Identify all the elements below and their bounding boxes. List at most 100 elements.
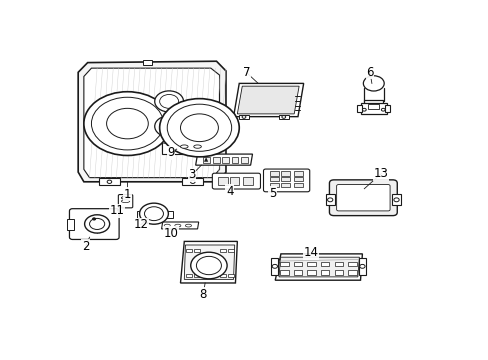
Ellipse shape: [121, 197, 129, 199]
Bar: [325, 194, 334, 205]
Ellipse shape: [175, 224, 181, 227]
Circle shape: [154, 91, 183, 112]
Bar: [280, 176, 289, 181]
Ellipse shape: [164, 224, 170, 227]
Text: 8: 8: [199, 288, 206, 301]
Polygon shape: [195, 154, 252, 165]
FancyBboxPatch shape: [263, 169, 309, 192]
Bar: [385, 105, 389, 112]
Bar: [364, 100, 383, 104]
Circle shape: [381, 108, 385, 111]
Text: 4: 4: [225, 185, 233, 198]
Bar: [161, 133, 186, 154]
Circle shape: [393, 198, 398, 202]
Circle shape: [272, 264, 277, 268]
Bar: [334, 270, 343, 275]
Bar: [186, 274, 192, 278]
Bar: [280, 270, 288, 275]
Circle shape: [281, 116, 285, 118]
Bar: [142, 60, 152, 66]
Text: 9: 9: [167, 146, 174, 159]
Bar: [220, 249, 226, 252]
Text: ▲: ▲: [203, 157, 208, 162]
Text: 1: 1: [123, 188, 131, 201]
Polygon shape: [233, 84, 303, 117]
Polygon shape: [161, 222, 198, 229]
Circle shape: [107, 180, 111, 184]
Bar: [294, 183, 303, 187]
Bar: [193, 274, 200, 278]
Bar: [347, 262, 356, 266]
Bar: [269, 183, 278, 187]
Bar: [193, 249, 200, 252]
Circle shape: [190, 252, 226, 279]
Bar: [218, 177, 227, 185]
Bar: [220, 274, 226, 278]
Polygon shape: [84, 68, 219, 177]
Circle shape: [359, 264, 365, 268]
Polygon shape: [275, 254, 362, 280]
Bar: [367, 104, 379, 109]
Bar: [227, 249, 233, 252]
Bar: [182, 178, 203, 185]
Text: 12: 12: [133, 218, 148, 231]
Bar: [241, 157, 247, 163]
Bar: [203, 157, 210, 163]
Text: 6: 6: [366, 66, 373, 79]
Polygon shape: [237, 86, 299, 114]
Bar: [280, 171, 289, 176]
Bar: [269, 176, 278, 181]
Text: 13: 13: [373, 167, 388, 180]
Bar: [360, 103, 386, 114]
Bar: [293, 262, 302, 266]
Bar: [67, 219, 74, 230]
Ellipse shape: [185, 224, 191, 227]
Circle shape: [180, 114, 218, 141]
Bar: [229, 177, 239, 185]
Circle shape: [190, 180, 195, 184]
Bar: [347, 270, 356, 275]
Bar: [279, 115, 288, 118]
Circle shape: [327, 198, 332, 202]
Bar: [391, 194, 400, 205]
FancyBboxPatch shape: [336, 185, 389, 211]
Bar: [280, 183, 289, 187]
Text: 10: 10: [163, 226, 178, 240]
Circle shape: [167, 104, 231, 151]
Text: 7: 7: [243, 66, 250, 79]
Bar: [321, 270, 329, 275]
Bar: [212, 157, 219, 163]
Bar: [269, 171, 278, 176]
Bar: [293, 270, 302, 275]
FancyBboxPatch shape: [329, 180, 396, 216]
Circle shape: [106, 108, 148, 139]
Bar: [294, 176, 303, 181]
Polygon shape: [279, 257, 359, 277]
Bar: [243, 177, 252, 185]
Text: 2: 2: [82, 240, 89, 253]
Bar: [137, 211, 173, 218]
Ellipse shape: [193, 145, 201, 148]
Circle shape: [84, 215, 109, 233]
Circle shape: [89, 219, 104, 229]
Ellipse shape: [363, 76, 384, 91]
Bar: [271, 258, 278, 275]
Bar: [321, 262, 329, 266]
Circle shape: [91, 97, 163, 150]
Circle shape: [154, 116, 183, 137]
Bar: [231, 157, 238, 163]
Bar: [357, 105, 361, 112]
Circle shape: [362, 108, 366, 111]
Bar: [307, 270, 315, 275]
Polygon shape: [78, 61, 225, 182]
Circle shape: [159, 94, 178, 108]
Text: 14: 14: [303, 246, 318, 259]
Circle shape: [144, 207, 163, 221]
Circle shape: [242, 116, 245, 118]
Ellipse shape: [121, 200, 129, 203]
Circle shape: [84, 92, 171, 156]
Bar: [227, 274, 233, 278]
Circle shape: [139, 203, 168, 224]
Ellipse shape: [180, 145, 188, 148]
Circle shape: [196, 256, 221, 275]
